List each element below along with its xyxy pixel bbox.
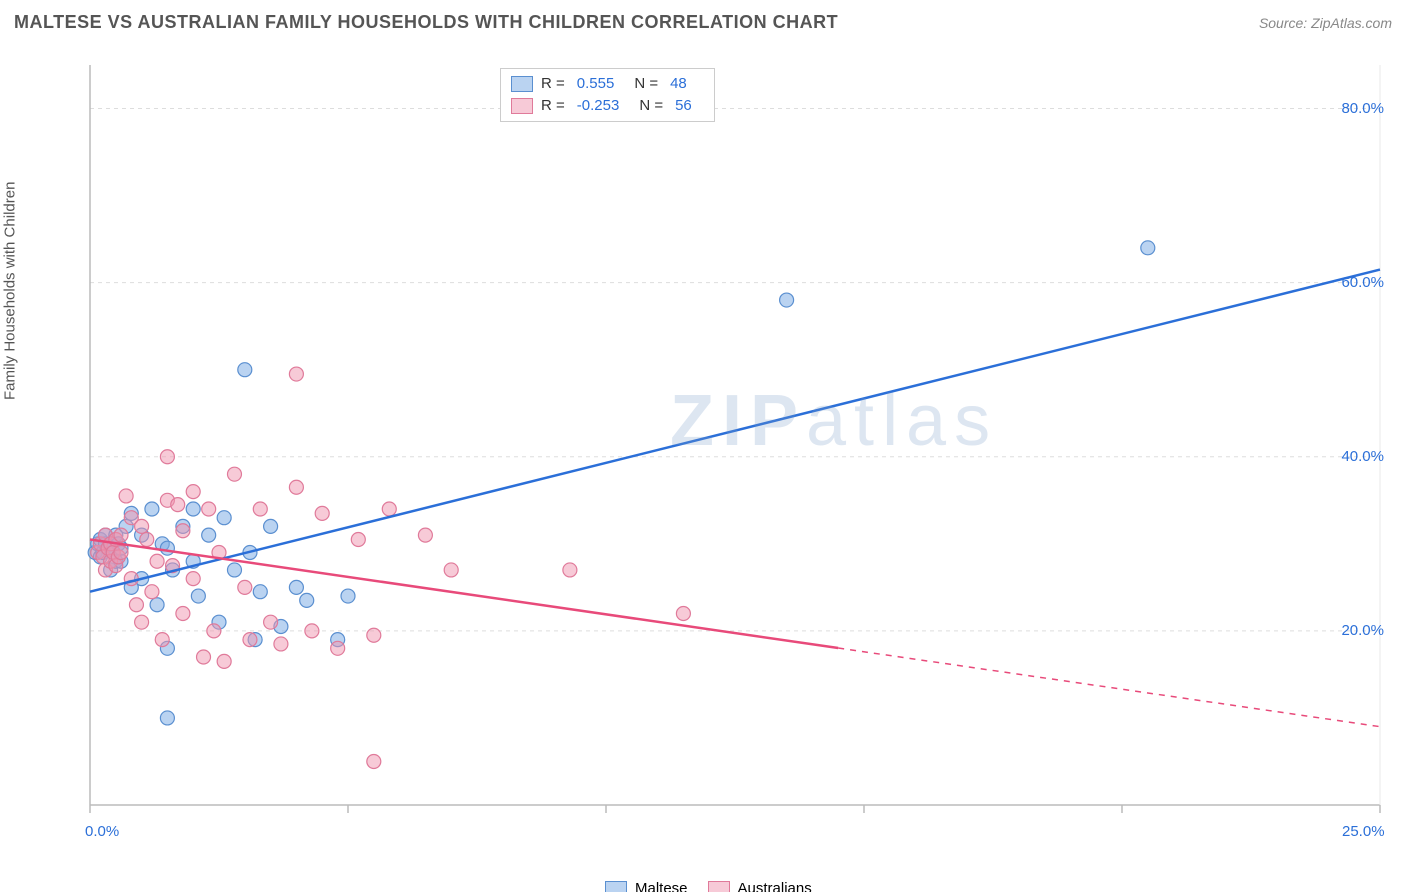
n-label: N =: [634, 73, 658, 95]
y-tick-label: 60.0%: [1341, 274, 1384, 291]
legend-label: Maltese: [635, 878, 688, 892]
r-label: R =: [541, 73, 565, 95]
n-label: N =: [639, 95, 663, 117]
chart-svg: [50, 50, 1390, 830]
y-tick-label: 80.0%: [1341, 100, 1384, 117]
legend-row: R = -0.253 N = 56: [511, 95, 704, 117]
legend-row: R = 0.555 N = 48: [511, 73, 704, 95]
source-credit: Source: ZipAtlas.com: [1259, 15, 1392, 31]
y-tick-label: 20.0%: [1341, 622, 1384, 639]
legend-item: Australians: [708, 878, 812, 892]
legend-swatch: [511, 98, 533, 114]
y-tick-label: 40.0%: [1341, 448, 1384, 465]
legend-item: Maltese: [605, 878, 688, 892]
x-axis-min-label: 0.0%: [85, 823, 119, 840]
chart-title: MALTESE VS AUSTRALIAN FAMILY HOUSEHOLDS …: [14, 12, 838, 33]
x-axis-max-label: 25.0%: [1342, 823, 1385, 840]
chart-area: ZIPatlas R =0.555N =48R =-0.253N =56 Mal…: [50, 50, 1390, 820]
legend-swatch: [511, 76, 533, 92]
n-value: 48: [670, 73, 687, 95]
correlation-legend: R = 0.555 N = 48 R = -0.253 N = 56: [500, 68, 715, 122]
legend-swatch: [605, 881, 627, 892]
n-value: 56: [675, 95, 692, 117]
legend-swatch: [708, 881, 730, 892]
series-legend: Maltese Australians: [605, 878, 812, 892]
chart-header: MALTESE VS AUSTRALIAN FAMILY HOUSEHOLDS …: [14, 12, 1392, 33]
y-axis-label: Family Households with Children: [2, 182, 19, 400]
r-value: 0.555: [577, 73, 615, 95]
r-label: R =: [541, 95, 565, 117]
legend-label: Australians: [738, 878, 812, 892]
r-value: -0.253: [577, 95, 620, 117]
